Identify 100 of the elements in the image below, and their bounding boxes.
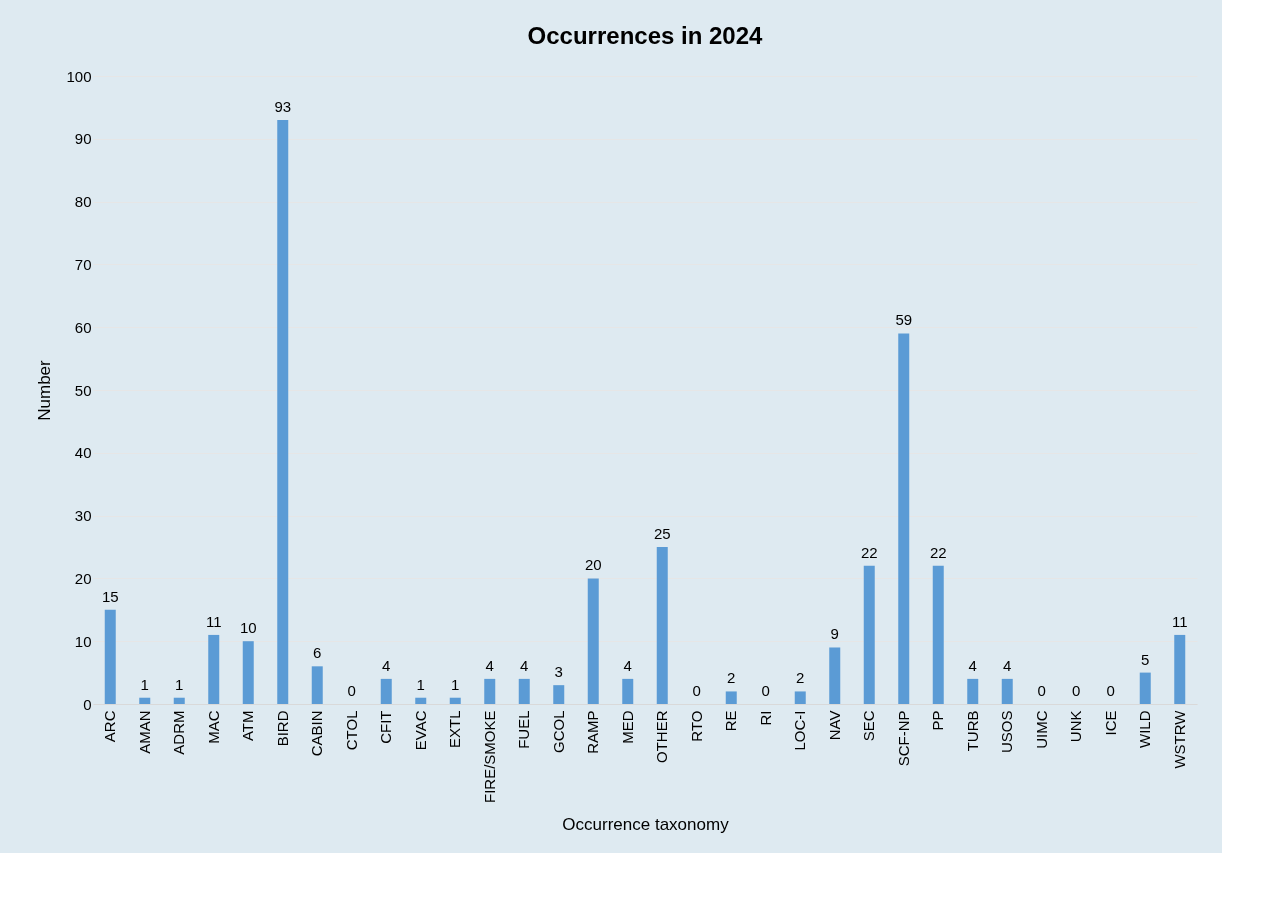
- x-tick-label: ARC: [101, 710, 119, 743]
- y-tick-label: 30: [74, 507, 92, 525]
- data-label: 25: [653, 525, 671, 542]
- data-label: 1: [140, 675, 149, 693]
- data-label: 20: [584, 556, 602, 574]
- x-tick-label: AMAN: [135, 710, 153, 754]
- data-label: 11: [1171, 612, 1188, 630]
- data-label: 59: [895, 311, 913, 329]
- data-label: 93: [274, 97, 292, 115]
- x-tick-label: CTOL: [342, 710, 360, 751]
- data-label: 0: [1106, 682, 1115, 699]
- bar: [311, 666, 323, 704]
- x-tick-label: MAC: [204, 710, 222, 744]
- x-tick-label: UNK: [1067, 710, 1085, 743]
- x-tick-label: FUEL: [515, 710, 533, 749]
- bar: [518, 678, 530, 704]
- x-tick-label: CFIT: [377, 710, 395, 744]
- x-tick-label: TURB: [963, 710, 981, 752]
- x-tick-label: UIMC: [1032, 710, 1050, 749]
- data-label: 2: [727, 669, 736, 687]
- y-tick-label: 80: [74, 193, 92, 211]
- x-tick-label: NAV: [825, 710, 843, 741]
- bar: [622, 678, 634, 704]
- data-label: 0: [761, 682, 770, 699]
- y-tick-label: 20: [74, 569, 92, 587]
- data-label: 0: [692, 682, 701, 699]
- data-label: 1: [175, 675, 184, 693]
- bar: [277, 119, 289, 704]
- x-tick-label: RTO: [687, 710, 705, 742]
- data-label: 4: [1003, 656, 1012, 674]
- x-tick-label: FIRE/SMOKE: [480, 710, 498, 804]
- x-tick-label: EXTL: [446, 710, 464, 749]
- x-tick-label: SEC: [860, 710, 878, 742]
- x-tick-label: SCF-NP: [894, 710, 912, 767]
- data-label: 4: [968, 656, 977, 674]
- data-label: 11: [205, 612, 222, 630]
- data-label: 9: [830, 625, 839, 643]
- data-label: 22: [929, 543, 947, 561]
- y-tick-label: 0: [83, 695, 92, 713]
- bar: [449, 697, 461, 704]
- data-label: 15: [101, 587, 119, 605]
- bar: [794, 691, 806, 704]
- data-label: 0: [1037, 682, 1046, 699]
- data-label: 1: [416, 675, 425, 693]
- x-tick-label: BIRD: [273, 710, 291, 747]
- data-label: 4: [485, 656, 494, 674]
- bar: [587, 578, 599, 704]
- data-label: 5: [1141, 650, 1150, 668]
- data-label: 4: [623, 656, 632, 674]
- data-label: 2: [796, 669, 805, 687]
- data-label: 10: [239, 619, 257, 637]
- x-tick-label: WILD: [1136, 710, 1154, 748]
- x-tick-label: RE: [722, 710, 740, 732]
- x-tick-label: GCOL: [549, 710, 567, 754]
- data-label: 4: [520, 656, 529, 674]
- bar: [484, 678, 496, 704]
- x-tick-label: CABIN: [308, 710, 326, 757]
- bar: [242, 641, 254, 704]
- x-tick-label: ICE: [1101, 710, 1119, 736]
- x-tick-label: RAMP: [584, 710, 602, 754]
- y-tick-label: 90: [74, 130, 92, 148]
- bar: [1001, 678, 1013, 704]
- bar: [208, 634, 220, 704]
- bar: [829, 647, 841, 704]
- data-label: 3: [554, 663, 563, 681]
- bar: [415, 697, 427, 704]
- data-label: 1: [451, 675, 460, 693]
- x-tick-label: LOC-I: [791, 710, 809, 751]
- x-tick-label: ADRM: [170, 710, 188, 755]
- bar: [380, 678, 392, 704]
- y-tick-label: 50: [74, 381, 92, 399]
- y-tick-label: 70: [74, 255, 92, 273]
- y-tick-label: 10: [74, 632, 92, 650]
- y-tick-label: 40: [74, 444, 92, 462]
- bar: [725, 691, 737, 704]
- chart-title: Occurrences in 2024: [527, 22, 764, 49]
- x-tick-label: USOS: [998, 710, 1016, 754]
- bar: [863, 565, 875, 704]
- bar: [553, 685, 565, 704]
- bar: [1174, 634, 1186, 704]
- data-label: 22: [860, 543, 878, 561]
- bar: [139, 697, 151, 704]
- x-tick-label: RI: [756, 710, 774, 726]
- x-tick-label: WSTRW: [1170, 709, 1188, 769]
- y-tick-label: 60: [74, 318, 92, 336]
- bar: [104, 609, 116, 704]
- data-label: 6: [313, 644, 322, 662]
- x-tick-label: PP: [929, 710, 947, 731]
- data-label: 0: [347, 682, 356, 699]
- bar: [173, 697, 185, 704]
- y-axis-title: Number: [35, 359, 55, 421]
- bar: [656, 547, 668, 704]
- x-tick-label: MED: [618, 710, 636, 744]
- data-label: 4: [382, 656, 391, 674]
- x-tick-label: OTHER: [653, 710, 671, 763]
- x-axis-title: Occurrence taxonomy: [562, 815, 730, 835]
- x-tick-label: ATM: [239, 710, 257, 742]
- bar: [898, 333, 910, 704]
- bar: [967, 678, 979, 704]
- y-tick-label: 100: [66, 67, 92, 85]
